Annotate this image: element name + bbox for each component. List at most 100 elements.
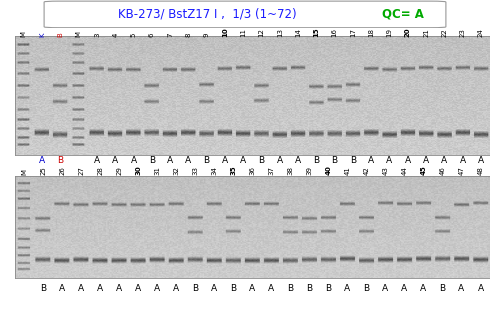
Text: A: A [387,156,392,165]
Text: A: A [112,156,118,165]
Text: 6: 6 [149,32,155,37]
Text: A: A [460,156,465,165]
Text: 17: 17 [350,28,356,37]
Text: A: A [154,284,160,293]
Text: 10: 10 [222,27,228,37]
Text: 22: 22 [441,28,447,37]
Text: A: A [173,284,179,293]
Text: B: B [440,284,445,293]
Text: B: B [57,156,64,165]
Text: A: A [420,284,426,293]
Text: B: B [332,156,338,165]
Text: A: A [269,284,274,293]
Text: 12: 12 [259,28,265,37]
Text: 16: 16 [332,28,338,37]
Text: 27: 27 [78,166,84,175]
Text: A: A [368,156,374,165]
Text: B: B [192,284,198,293]
Text: 32: 32 [173,166,179,175]
Text: A: A [344,284,350,293]
Text: A: A [185,156,192,165]
Text: 4: 4 [112,32,118,37]
Text: K: K [39,32,45,37]
Text: 38: 38 [287,166,294,175]
Text: 40: 40 [325,165,331,175]
Text: A: A [39,156,45,165]
Text: 21: 21 [423,28,429,37]
Text: B: B [313,156,319,165]
Text: B: B [203,156,210,165]
Text: B: B [149,156,155,165]
Text: A: A [459,284,465,293]
Text: 7: 7 [167,32,173,37]
Text: B: B [287,284,294,293]
Text: 41: 41 [344,166,350,175]
Text: 3: 3 [94,32,100,37]
Text: A: A [211,284,218,293]
Text: 44: 44 [401,166,408,175]
Text: 47: 47 [459,166,465,175]
Text: 28: 28 [97,166,103,175]
Text: A: A [97,284,103,293]
Text: 8: 8 [185,32,192,37]
Text: A: A [382,284,389,293]
Text: A: A [94,156,100,165]
Text: 14: 14 [295,28,301,37]
Text: QC= A: QC= A [382,8,424,21]
Text: B: B [306,284,313,293]
Text: 11: 11 [240,28,246,37]
Text: A: A [423,156,429,165]
Text: 25: 25 [40,166,46,175]
Text: 42: 42 [364,166,369,175]
Text: A: A [59,284,65,293]
Text: 46: 46 [440,166,445,175]
Text: 20: 20 [405,27,411,37]
Text: B: B [350,156,356,165]
Text: M: M [75,30,82,37]
Text: KB-273/ BstZ17 I ,  1/3 (1~72): KB-273/ BstZ17 I , 1/3 (1~72) [118,8,304,21]
Text: A: A [167,156,173,165]
Text: 13: 13 [277,28,283,37]
Text: A: A [135,284,141,293]
Text: A: A [78,284,84,293]
Text: 35: 35 [230,165,236,175]
Text: 43: 43 [382,166,389,175]
Text: A: A [277,156,283,165]
Text: 45: 45 [420,165,426,175]
Text: 36: 36 [249,166,255,175]
Text: B: B [258,156,265,165]
Text: A: A [116,284,122,293]
Text: 24: 24 [478,28,484,37]
Text: 15: 15 [313,27,319,37]
Text: A: A [405,156,411,165]
Text: A: A [441,156,447,165]
Text: B: B [364,284,369,293]
Text: A: A [477,284,484,293]
Text: 18: 18 [368,28,374,37]
Text: B: B [325,284,331,293]
Text: 30: 30 [135,165,141,175]
Text: 9: 9 [204,32,210,37]
Text: 19: 19 [387,28,392,37]
Text: 5: 5 [130,32,137,37]
Text: A: A [478,156,484,165]
Text: 33: 33 [192,166,198,175]
Text: 48: 48 [477,166,484,175]
Text: A: A [249,284,255,293]
Text: M: M [21,169,27,175]
Text: 39: 39 [306,166,313,175]
Text: 34: 34 [211,166,218,175]
Text: A: A [401,284,408,293]
Text: B: B [40,284,46,293]
Text: A: A [130,156,137,165]
Text: 31: 31 [154,166,160,175]
Text: A: A [240,156,246,165]
Text: 26: 26 [59,166,65,175]
Text: 29: 29 [116,166,122,175]
Text: A: A [295,156,301,165]
Text: B: B [230,284,236,293]
Text: 37: 37 [269,166,274,175]
Text: 23: 23 [460,28,465,37]
Text: B: B [57,32,63,37]
Text: A: A [222,156,228,165]
